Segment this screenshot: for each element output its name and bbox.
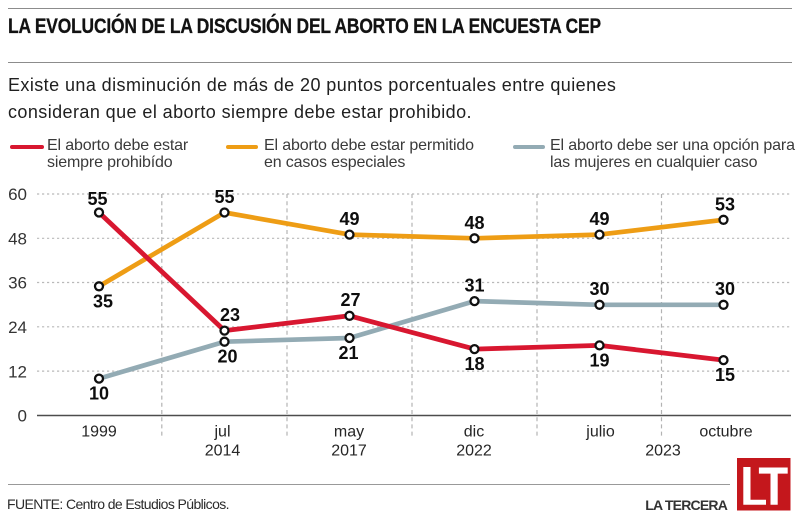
svg-text:35: 35 [93, 291, 113, 311]
svg-text:may: may [334, 424, 364, 441]
svg-text:2022: 2022 [456, 443, 492, 460]
svg-text:23: 23 [220, 305, 240, 325]
svg-text:19: 19 [589, 350, 609, 370]
svg-text:55: 55 [214, 187, 234, 207]
svg-text:21: 21 [338, 343, 358, 363]
svg-text:53: 53 [715, 194, 735, 214]
svg-text:dic: dic [464, 424, 484, 441]
svg-text:48: 48 [8, 230, 27, 249]
svg-text:60: 60 [8, 185, 27, 204]
svg-text:27: 27 [340, 290, 360, 310]
svg-text:10: 10 [89, 384, 109, 404]
svg-text:31: 31 [464, 276, 484, 296]
svg-text:55: 55 [87, 189, 107, 209]
svg-text:2014: 2014 [205, 443, 241, 460]
svg-text:24: 24 [8, 318, 27, 337]
svg-text:1999: 1999 [81, 424, 117, 441]
svg-text:49: 49 [339, 209, 359, 229]
svg-text:30: 30 [589, 279, 609, 299]
svg-text:48: 48 [464, 213, 484, 233]
svg-text:0: 0 [18, 407, 27, 426]
svg-text:2017: 2017 [331, 443, 367, 460]
svg-text:15: 15 [715, 365, 735, 385]
svg-text:36: 36 [8, 274, 27, 293]
svg-text:20: 20 [217, 347, 237, 367]
svg-text:18: 18 [464, 354, 484, 374]
svg-text:12: 12 [8, 362, 27, 381]
svg-text:jul: jul [213, 424, 230, 441]
svg-text:49: 49 [589, 209, 609, 229]
svg-text:30: 30 [715, 279, 735, 299]
svg-text:julio: julio [585, 424, 615, 441]
svg-text:2023: 2023 [645, 443, 681, 460]
svg-text:octubre: octubre [699, 424, 752, 441]
